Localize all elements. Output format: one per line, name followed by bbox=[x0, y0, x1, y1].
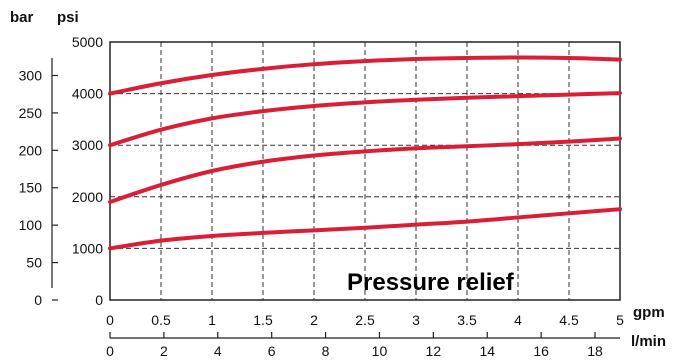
series-line-1 bbox=[108, 207, 622, 251]
x-tick-gpm: 0.5 bbox=[151, 312, 171, 328]
y-tick-psi: 2000 bbox=[72, 189, 103, 205]
x-tick-gpm: 3.5 bbox=[457, 312, 477, 328]
x-tick-lpm: 8 bbox=[322, 343, 330, 359]
x-tick-gpm: 2 bbox=[310, 312, 318, 328]
x-tick-gpm: 1.5 bbox=[253, 312, 273, 328]
y-tick-bar: 200 bbox=[19, 142, 43, 158]
annotation-pressure-relief: Pressure relief bbox=[347, 269, 515, 296]
y-tick-bar: 300 bbox=[19, 67, 43, 83]
x-tick-lpm: 16 bbox=[533, 343, 549, 359]
x-tick-gpm: 1 bbox=[208, 312, 216, 328]
x-tick-gpm: 4 bbox=[514, 312, 522, 328]
y-tick-bar: 0 bbox=[34, 292, 42, 308]
y-tick-psi: 1000 bbox=[72, 240, 103, 256]
y-tick-psi: 4000 bbox=[72, 86, 103, 102]
y-unit-psi: psi bbox=[57, 9, 79, 26]
y-unit-bar: bar bbox=[10, 9, 34, 26]
y-tick-bar: 100 bbox=[19, 217, 43, 233]
x-tick-gpm: 0 bbox=[106, 312, 114, 328]
x-tick-lpm: 4 bbox=[214, 343, 222, 359]
y-tick-bar: 250 bbox=[19, 105, 43, 121]
plot-frame bbox=[109, 41, 621, 301]
series-line-4 bbox=[108, 55, 622, 96]
x-tick-lpm: 14 bbox=[479, 343, 495, 359]
x-unit-gpm: gpm bbox=[633, 304, 665, 321]
series-lines bbox=[108, 55, 622, 251]
y-tick-psi: 0 bbox=[95, 292, 103, 308]
x-tick-lpm: 6 bbox=[268, 343, 276, 359]
series-line-3 bbox=[108, 91, 622, 148]
x-tick-gpm: 2.5 bbox=[355, 312, 375, 328]
y-tick-psi: 5000 bbox=[72, 34, 103, 50]
axes bbox=[51, 41, 621, 339]
x-tick-lpm: 10 bbox=[372, 343, 388, 359]
y-tick-bar: 150 bbox=[19, 180, 43, 196]
y-tick-psi: 3000 bbox=[72, 137, 103, 153]
x-tick-lpm: 18 bbox=[587, 343, 603, 359]
x-tick-lpm: 2 bbox=[160, 343, 168, 359]
x-tick-gpm: 5 bbox=[616, 312, 624, 328]
x-tick-gpm: 4.5 bbox=[559, 312, 579, 328]
y-tick-bar: 50 bbox=[26, 255, 42, 271]
x-tick-lpm: 0 bbox=[106, 343, 114, 359]
x-tick-lpm: 12 bbox=[426, 343, 442, 359]
x-unit-lpm: l/min bbox=[631, 333, 666, 350]
x-tick-gpm: 3 bbox=[412, 312, 420, 328]
series-line-2 bbox=[108, 136, 622, 204]
grid-lines bbox=[110, 42, 620, 300]
